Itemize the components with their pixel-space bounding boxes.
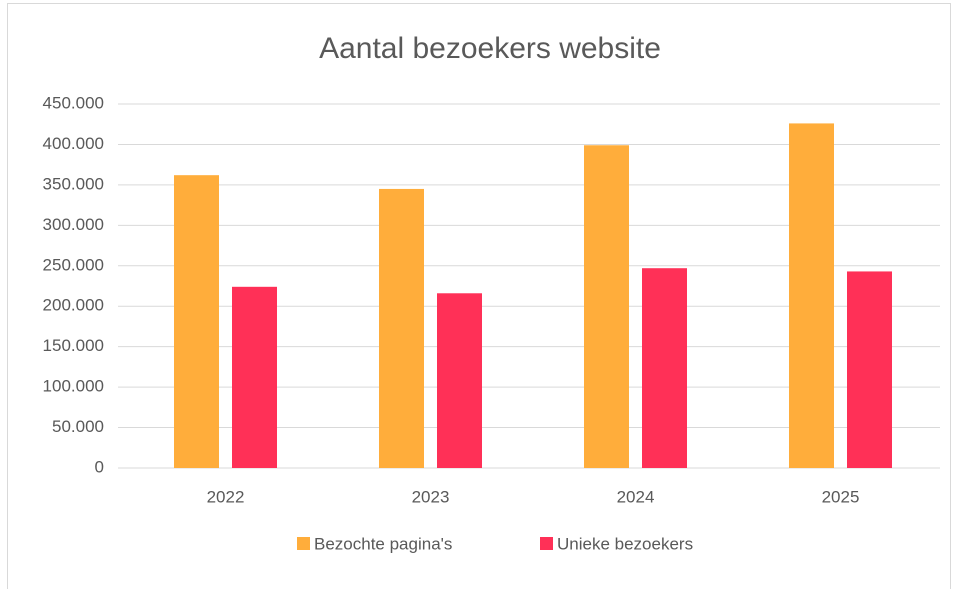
x-tick-label: 2025: [822, 487, 860, 506]
y-tick-label: 450.000: [43, 93, 104, 112]
x-tick-label: 2022: [207, 487, 245, 506]
bar: [789, 123, 834, 468]
y-tick-label: 50.000: [52, 417, 104, 436]
y-tick-label: 0: [95, 457, 104, 476]
y-tick-label: 250.000: [43, 255, 104, 274]
legend-label: Bezochte pagina's: [314, 534, 452, 553]
bar: [437, 293, 482, 468]
bar: [642, 268, 687, 468]
x-tick-label: 2024: [617, 487, 655, 506]
legend-swatch: [540, 537, 553, 550]
legend-label: Unieke bezoekers: [557, 534, 693, 553]
legend-swatch: [297, 537, 310, 550]
bar: [847, 271, 892, 468]
y-tick-label: 150.000: [43, 336, 104, 355]
y-tick-label: 350.000: [43, 174, 104, 193]
x-tick-label: 2023: [412, 487, 450, 506]
y-tick-label: 400.000: [43, 134, 104, 153]
bar: [584, 145, 629, 468]
chart-title: Aantal bezoekers website: [319, 32, 661, 65]
y-tick-label: 300.000: [43, 215, 104, 234]
bar: [232, 286, 277, 468]
bar: [174, 175, 219, 468]
y-tick-label: 200.000: [43, 296, 104, 315]
bar: [379, 188, 424, 468]
y-tick-label: 100.000: [43, 377, 104, 396]
